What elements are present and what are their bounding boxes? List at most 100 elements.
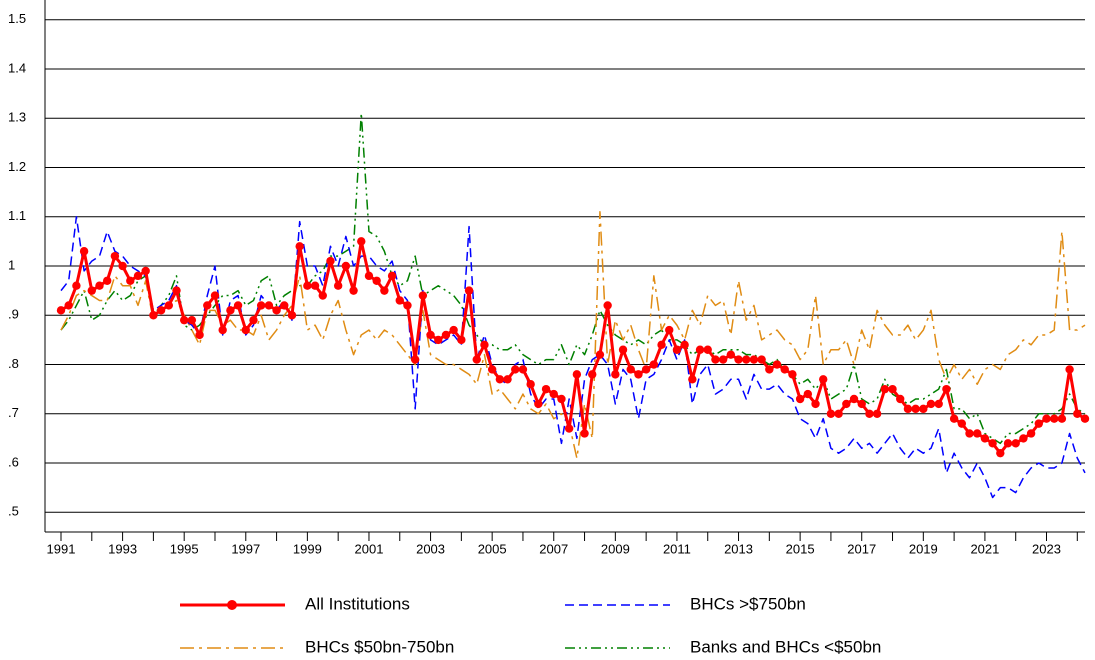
series-marker [865, 409, 874, 418]
series-marker [811, 399, 820, 409]
series-marker [110, 251, 120, 261]
series-marker [203, 301, 212, 310]
series-marker [195, 330, 204, 340]
series-marker [580, 429, 589, 438]
series-marker [888, 384, 897, 394]
series-marker [179, 315, 189, 325]
series-marker [156, 306, 166, 315]
y-tick-label: 1 [8, 257, 15, 272]
series-marker [449, 325, 458, 335]
series-marker [426, 330, 435, 340]
series-marker [410, 355, 420, 364]
y-tick-label: 1.5 [8, 11, 26, 26]
series-marker [634, 370, 643, 379]
series-marker [264, 301, 274, 310]
series-marker [826, 409, 836, 418]
series-marker [1034, 419, 1044, 428]
series-marker [118, 261, 127, 271]
series-marker [588, 370, 597, 379]
series-marker [626, 365, 635, 374]
series-marker [611, 370, 620, 379]
series-marker [949, 414, 959, 423]
series-marker [364, 271, 374, 281]
series-marker [849, 394, 859, 404]
series-marker [1065, 365, 1074, 374]
series-marker [749, 355, 759, 364]
x-tick-label: 2023 [1032, 541, 1061, 556]
series-marker [1057, 414, 1067, 423]
series-marker [480, 340, 489, 350]
series-marker [1050, 414, 1059, 423]
series-marker [780, 365, 789, 374]
series-marker [896, 394, 905, 404]
series-marker [403, 301, 412, 310]
series-marker [1080, 414, 1090, 423]
series-line [60, 215, 1086, 499]
y-tick-label: .7 [8, 405, 19, 420]
series-marker [141, 266, 150, 276]
series-marker [688, 375, 697, 384]
series-marker [718, 355, 728, 364]
series-marker [511, 365, 520, 374]
series-marker [549, 389, 558, 399]
series-marker [757, 355, 766, 364]
series-marker [765, 365, 774, 374]
series-marker [980, 434, 990, 443]
series-marker [872, 409, 882, 418]
x-tick-label: 2013 [724, 541, 753, 556]
series-marker [926, 399, 936, 409]
x-tick-label: 1999 [293, 541, 322, 556]
series-marker [834, 409, 843, 418]
series-marker [126, 276, 135, 285]
series-marker [973, 429, 982, 438]
series-marker [357, 237, 366, 246]
series-marker [326, 256, 335, 266]
series-marker [665, 325, 674, 335]
x-tick-label: 1993 [108, 541, 137, 556]
x-tick-label: 2015 [786, 541, 815, 556]
series-marker [1073, 409, 1082, 418]
series-marker [280, 301, 289, 310]
series-marker [341, 261, 351, 271]
series-marker [56, 306, 66, 315]
series-marker [226, 306, 235, 315]
series-marker [703, 345, 712, 354]
series-marker [372, 276, 381, 285]
series-marker [487, 365, 497, 374]
series-marker [149, 311, 158, 320]
series-marker [434, 335, 443, 345]
y-tick-label: 1.2 [8, 159, 26, 174]
y-tick-label: 1.1 [8, 208, 26, 223]
series-marker [672, 345, 682, 354]
series-marker [795, 394, 805, 404]
series-marker [557, 394, 566, 404]
series-marker [318, 291, 327, 300]
y-tick-label: .8 [8, 356, 19, 371]
series-marker [210, 291, 220, 300]
y-tick-label: .6 [8, 454, 19, 469]
series-marker [218, 325, 227, 335]
y-tick-label: .9 [8, 307, 19, 322]
legend-marker [227, 600, 237, 610]
legend-label: All Institutions [305, 594, 410, 613]
legend-label: BHCs >$750bn [690, 594, 806, 613]
series-marker [564, 424, 574, 433]
series-marker [649, 360, 659, 369]
series-marker [133, 271, 143, 281]
x-tick-label: 1997 [231, 541, 260, 556]
series-marker [72, 281, 81, 290]
series-marker [380, 286, 389, 295]
series-marker [934, 399, 943, 409]
series-line [60, 211, 1086, 459]
y-tick-label: .5 [8, 504, 19, 519]
series-marker [64, 301, 73, 310]
series-marker [87, 286, 96, 295]
series-marker [249, 315, 258, 325]
x-tick-label: 2017 [847, 541, 876, 556]
x-tick-label: 2009 [601, 541, 630, 556]
series-marker [303, 281, 312, 290]
series-marker [503, 375, 512, 384]
series-marker [842, 399, 851, 409]
series-marker [395, 296, 404, 305]
